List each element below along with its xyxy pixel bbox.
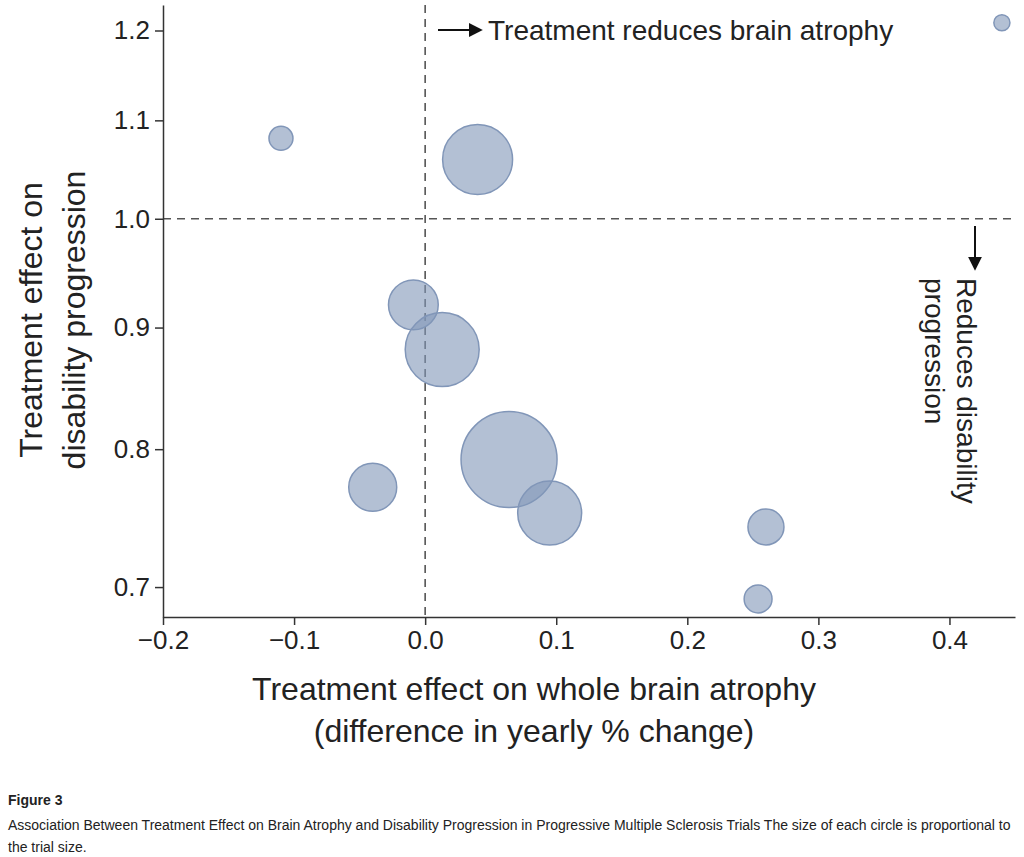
chart: −0.2 −0.1 0.0 0.1 0.2 0.3 0.4 0.7 0.8 0.9 1.0 1.1 1.… xyxy=(0,0,1024,780)
y-axis-line xyxy=(163,6,165,618)
x-tick: 0.1 xyxy=(539,617,575,655)
x-tick-label: −0.2 xyxy=(138,625,189,655)
y-tick-mark xyxy=(155,449,163,451)
bubble xyxy=(443,125,513,195)
x-tick-label: −0.1 xyxy=(269,625,320,655)
y-tick: 0.7 xyxy=(114,572,163,602)
figure-title: Figure 3 xyxy=(8,792,62,808)
bubble xyxy=(994,15,1010,31)
x-tick: −0.1 xyxy=(269,617,320,655)
x-axis-line xyxy=(164,617,1016,619)
x-tick-mark xyxy=(163,617,165,625)
annotation-line: Reduces disability xyxy=(951,278,982,504)
y-axis: 0.7 0.8 0.9 1.0 1.1 1.2 xyxy=(114,6,164,618)
x-axis-title-line: Treatment effect on whole brain atrophy xyxy=(252,671,816,707)
bubble xyxy=(748,509,784,545)
y-tick-mark xyxy=(155,327,163,329)
y-axis-title-line: Treatment effect on xyxy=(13,182,49,458)
x-tick-label: 0.4 xyxy=(932,625,968,655)
x-tick-label: 0.2 xyxy=(670,625,706,655)
x-tick-label: 0.1 xyxy=(539,625,575,655)
x-tick-mark xyxy=(294,617,296,625)
bubble xyxy=(349,463,397,511)
x-tick: −0.2 xyxy=(138,617,189,655)
x-tick: 0.4 xyxy=(932,617,968,655)
x-tick: 0.2 xyxy=(670,617,706,655)
y-tick: 1.2 xyxy=(114,15,163,45)
x-tick-mark xyxy=(949,617,951,625)
x-axis-title-line: (difference in yearly % change) xyxy=(314,713,755,749)
y-axis-title: Treatment effect ondisability progressio… xyxy=(13,171,92,470)
y-axis-title-line: disability progression xyxy=(56,171,92,470)
annotation-line: Treatment reduces brain atrophy xyxy=(488,15,893,46)
annotation: Reduces disabilityprogression xyxy=(919,278,982,504)
y-tick: 1.0 xyxy=(114,204,163,234)
x-axis-title: Treatment effect on whole brain atrophy (… xyxy=(252,671,816,749)
annotation-line: progression xyxy=(919,278,950,424)
y-tick-mark xyxy=(155,120,163,122)
annotation-arrow xyxy=(974,226,976,268)
x-tick-mark xyxy=(556,617,558,625)
y-tick-label: 1.0 xyxy=(114,204,150,234)
x-tick: 0.3 xyxy=(801,617,837,655)
y-tick: 1.1 xyxy=(114,105,163,135)
x-axis: −0.2 −0.1 0.0 0.1 0.2 0.3 0.4 xyxy=(138,617,1016,655)
y-tick-mark xyxy=(155,587,163,589)
x-tick: 0.0 xyxy=(408,617,444,655)
bubble xyxy=(269,126,293,150)
y-tick-label: 0.7 xyxy=(114,572,150,602)
y-tick-label: 1.1 xyxy=(114,105,150,135)
y-tick-mark xyxy=(155,30,163,32)
x-tick-mark xyxy=(687,617,689,625)
plot-area xyxy=(163,5,1015,617)
y-tick: 0.9 xyxy=(114,312,163,342)
x-tick-mark xyxy=(425,617,427,625)
reference-line-y xyxy=(163,218,1015,220)
y-tick-mark xyxy=(155,219,163,221)
bubble xyxy=(518,481,582,545)
bubble xyxy=(744,585,772,613)
bubble xyxy=(405,313,479,387)
y-tick-label: 1.2 xyxy=(114,15,150,45)
annotation-arrow xyxy=(438,29,480,31)
y-tick-label: 0.9 xyxy=(114,312,150,342)
figure-caption: Association Between Treatment Effect on … xyxy=(8,814,1020,857)
x-tick-mark xyxy=(818,617,820,625)
x-tick-label: 0.3 xyxy=(801,625,837,655)
annotation: Treatment reduces brain atrophy xyxy=(488,15,893,46)
y-tick-label: 0.8 xyxy=(114,434,150,464)
y-tick: 0.8 xyxy=(114,434,163,464)
x-tick-label: 0.0 xyxy=(408,625,444,655)
